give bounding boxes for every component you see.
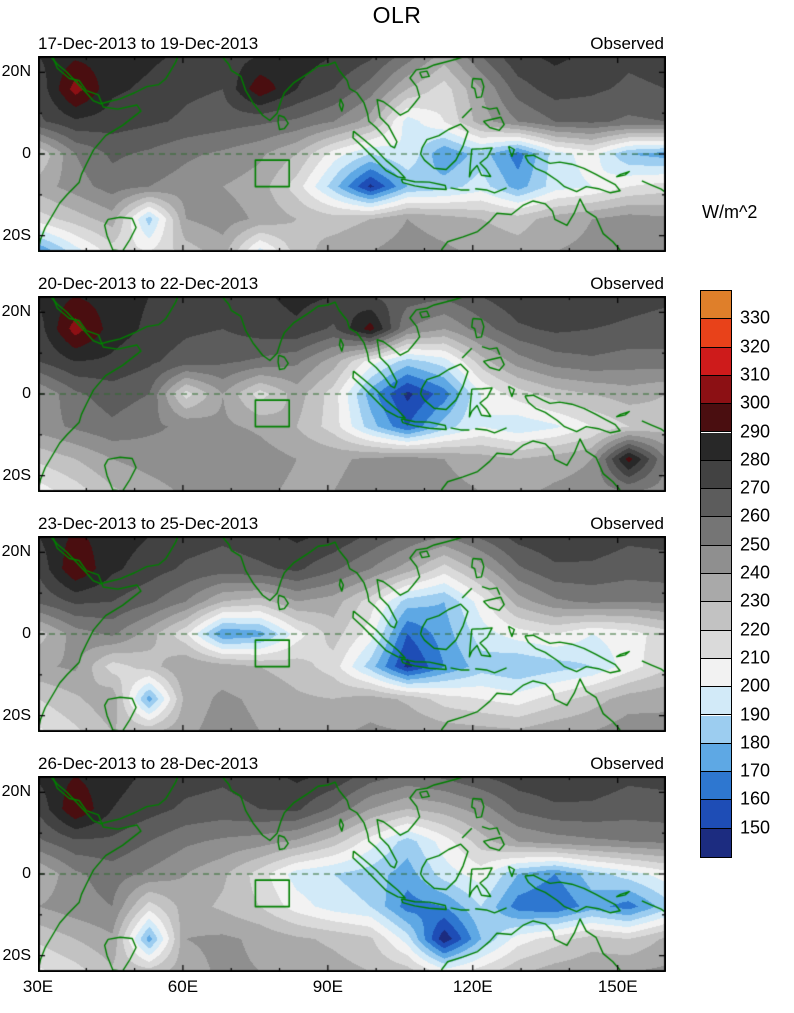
colorbar-level-label: 300	[740, 392, 771, 413]
olr-map-canvas	[38, 296, 666, 492]
olr-map-canvas	[38, 56, 666, 252]
panel-header: 17-Dec-2013 to 19-Dec-2013 Observed	[38, 34, 666, 54]
colorbar-level-label: 250	[740, 534, 771, 555]
colorbar-level-label: 210	[740, 647, 771, 668]
colorbar-band	[701, 375, 731, 405]
colorbar-level-label: 150	[740, 817, 771, 838]
colorbar-level-label: 270	[740, 477, 771, 498]
colorbar-level-label: 160	[740, 788, 771, 809]
colorbar-level-label: 170	[740, 760, 771, 781]
colorbar-band	[701, 687, 731, 716]
colorbar-unit-label: W/m^2	[702, 202, 758, 222]
y-tick-label: 0	[22, 625, 31, 642]
x-tick-label: 150E	[597, 977, 638, 996]
colorbar-band	[701, 602, 731, 631]
colorbar-band	[701, 772, 731, 801]
panel-header: 26-Dec-2013 to 28-Dec-2013 Observed	[38, 754, 666, 774]
colorbar-band	[701, 347, 731, 376]
colorbar-level-label: 280	[740, 449, 771, 470]
observed-label: Observed	[590, 754, 664, 773]
panel-1: 17-Dec-2013 to 19-Dec-2013 Observed 20N 0 20…	[0, 34, 666, 252]
colorbar-band	[701, 319, 731, 348]
observed-label: Observed	[590, 514, 664, 533]
colorbar-band	[701, 404, 731, 433]
colorbar-band	[701, 432, 731, 461]
y-tick-label: 20S	[2, 946, 31, 964]
y-tick-label: 20S	[2, 226, 31, 244]
x-axis-labels: 30E 60E 90E 120E 150E	[23, 975, 666, 997]
colorbar-band	[701, 715, 731, 744]
colorbar-band	[701, 460, 731, 490]
y-tick-label: 20N	[1, 543, 31, 561]
x-tick-label: 90E	[312, 977, 343, 996]
panel-4: 26-Dec-2013 to 28-Dec-2013 Observed 20N 0 20…	[0, 754, 666, 972]
colorbar	[700, 290, 732, 858]
colorbar-level-label: 180	[740, 732, 771, 753]
colorbar-level-label: 200	[740, 675, 771, 696]
y-tick-label: 20N	[1, 303, 31, 321]
panel-3: 23-Dec-2013 to 25-Dec-2013 Observed 20N 0 20…	[0, 514, 666, 732]
colorbar-level-label: 290	[740, 421, 771, 441]
figure-title: OLR	[372, 2, 422, 28]
panel-date-label: 20-Dec-2013 to 22-Dec-2013	[38, 274, 259, 293]
colorbar-level-label: 260	[740, 505, 771, 526]
panel-date-label: 23-Dec-2013 to 25-Dec-2013	[38, 514, 259, 533]
colorbar-band	[701, 291, 731, 320]
panel-2: 20-Dec-2013 to 22-Dec-2013 Observed 20N 0 20…	[0, 274, 666, 492]
olr-map-canvas	[38, 536, 666, 732]
panel-date-label: 17-Dec-2013 to 19-Dec-2013	[38, 34, 259, 53]
colorbar-band	[701, 743, 731, 773]
x-tick-label: 120E	[452, 977, 493, 996]
observed-label: Observed	[590, 34, 664, 53]
panel-header: 23-Dec-2013 to 25-Dec-2013 Observed	[38, 514, 666, 534]
colorbar-level-label: 330	[740, 307, 771, 328]
colorbar-band	[701, 800, 731, 829]
colorbar-level-label: 310	[740, 364, 771, 385]
y-tick-label: 20S	[2, 706, 31, 724]
panel-header: 20-Dec-2013 to 22-Dec-2013 Observed	[38, 274, 666, 294]
colorbar-band	[701, 545, 731, 574]
colorbar-level-label: 240	[740, 562, 771, 583]
y-tick-label: 0	[22, 865, 31, 882]
map-plot: 20N 0 20S	[2, 776, 666, 972]
colorbar-level-label: 230	[740, 590, 771, 611]
colorbar-level-label: 320	[740, 336, 771, 357]
colorbar-band	[701, 517, 731, 546]
x-tick-label: 60E	[167, 977, 199, 996]
colorbar-band	[701, 658, 731, 688]
map-plot: 20N 0 20S	[2, 536, 666, 732]
colorbar-level-label: 220	[740, 619, 771, 640]
y-tick-label: 20N	[1, 63, 31, 81]
colorbar-band	[701, 828, 731, 857]
observed-label: Observed	[590, 274, 664, 293]
map-plot: 20N 0 20S	[2, 56, 666, 252]
y-tick-label: 0	[22, 385, 31, 402]
y-tick-label: 20S	[2, 466, 31, 484]
panel-date-label: 26-Dec-2013 to 28-Dec-2013	[38, 754, 259, 773]
y-tick-label: 20N	[1, 783, 31, 801]
colorbar-level-label: 190	[740, 704, 771, 724]
olr-map-canvas	[38, 776, 666, 972]
colorbar-band	[701, 489, 731, 518]
y-tick-label: 0	[22, 145, 31, 162]
map-plot: 20N 0 20S	[2, 296, 666, 492]
colorbar-band	[701, 630, 731, 659]
colorbar-band	[701, 574, 731, 603]
x-tick-label: 30E	[22, 977, 54, 996]
